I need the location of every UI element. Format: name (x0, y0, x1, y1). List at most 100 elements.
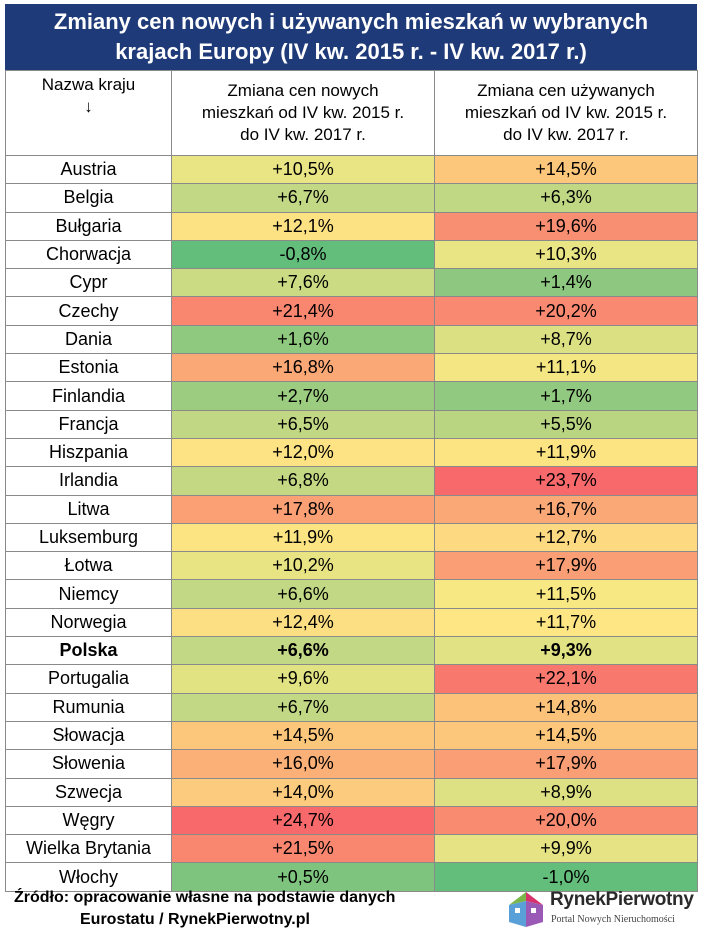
new-price-change-cell: +10,2% (171, 551, 435, 581)
country-cell: Austria (5, 154, 172, 185)
rynekpierwotny-logo: RynekPierwotny Portal Nowych Nieruchomoś… (506, 889, 696, 933)
used-price-change-cell: +1,7% (434, 381, 698, 411)
table-row: Finlandia +2,7% +1,7% (5, 381, 698, 411)
new-price-change-cell: +6,8% (171, 466, 435, 496)
new-price-change-cell: +14,0% (171, 777, 435, 807)
new-price-change-cell: +7,6% (171, 268, 435, 298)
country-cell: Litwa (5, 494, 172, 524)
table-row: Irlandia +6,8% +23,7% (5, 466, 698, 496)
header-country-label: Nazwa kraju (41, 75, 136, 94)
table-row: Dania +1,6% +8,7% (5, 324, 698, 355)
country-cell: Portugalia (5, 664, 172, 694)
source-line-2: Eurostatu / RynekPierwotny.pl (80, 911, 310, 928)
country-cell: Dania (5, 324, 172, 355)
table-row: Łotwa +10,2% +17,9% (5, 551, 698, 581)
page-title: Zmiany cen nowych i używanych mieszkań w… (5, 4, 697, 70)
new-price-change-cell: +1,6% (171, 324, 435, 355)
table-row: Słowenia +16,0% +17,9% (5, 749, 698, 779)
header-used-line: mieszkań od IV kw. 2015 r. (464, 103, 668, 122)
logo-tagline: Portal Nowych Nieruchomości (551, 914, 675, 925)
country-cell: Słowacja (5, 720, 172, 751)
country-cell: Czechy (5, 296, 172, 326)
used-price-change-cell: +9,9% (434, 834, 698, 864)
new-price-change-cell: +11,9% (171, 522, 435, 553)
used-price-change-cell: +1,4% (434, 268, 698, 298)
new-price-change-cell: +6,5% (171, 409, 435, 439)
used-price-change-cell: +23,7% (434, 466, 698, 496)
used-price-change-cell: +11,9% (434, 437, 698, 468)
country-cell: Wielka Brytania (5, 834, 172, 864)
country-cell: Słowenia (5, 749, 172, 779)
used-price-change-cell: +20,2% (434, 296, 698, 326)
header-row: Nazwa kraju ↓ Zmiana cen nowych mieszkań… (5, 70, 698, 156)
used-price-change-cell: +11,5% (434, 579, 698, 609)
table-row: Włochy +0,5% -1,0% (5, 862, 698, 892)
header-new-line: do IV kw. 2017 r. (240, 125, 366, 144)
new-price-change-cell: +0,5% (171, 862, 435, 892)
new-price-change-cell: +6,7% (171, 183, 435, 213)
country-cell: Polska (5, 636, 172, 666)
header-new-line: Zmiana cen nowych (227, 81, 379, 100)
used-price-change-cell: +5,5% (434, 409, 698, 439)
table-row: Węgry +24,7% +20,0% (5, 805, 698, 836)
country-cell: Luksemburg (5, 522, 172, 553)
country-cell: Estonia (5, 353, 172, 383)
house-logo-icon (509, 892, 543, 927)
table-row: Bułgaria +12,1% +19,6% (5, 211, 698, 241)
price-change-table: Nazwa kraju ↓ Zmiana cen nowych mieszkań… (5, 70, 698, 892)
source-line-1: Źródło: opracowanie własne na podstawie … (14, 889, 396, 906)
country-cell: Belgia (5, 183, 172, 213)
used-price-change-cell: +17,9% (434, 551, 698, 581)
country-cell: Bułgaria (5, 211, 172, 241)
used-price-change-cell: +11,1% (434, 353, 698, 383)
used-price-change-cell: +19,6% (434, 211, 698, 241)
used-price-change-cell: +20,0% (434, 805, 698, 836)
table-row: Chorwacja -0,8% +10,3% (5, 239, 698, 270)
used-price-change-cell: +16,7% (434, 494, 698, 524)
country-cell: Węgry (5, 805, 172, 836)
country-cell: Hiszpania (5, 437, 172, 468)
new-price-change-cell: +24,7% (171, 805, 435, 836)
used-price-change-cell: +11,7% (434, 607, 698, 638)
new-price-change-cell: +12,0% (171, 437, 435, 468)
used-price-change-cell: +8,7% (434, 324, 698, 355)
title-line-2: krajach Europy (IV kw. 2015 r. - IV kw. … (115, 39, 587, 64)
new-price-change-cell: +21,4% (171, 296, 435, 326)
table-row: Estonia +16,8% +11,1% (5, 353, 698, 383)
used-price-change-cell: +22,1% (434, 664, 698, 694)
new-price-change-cell: +16,8% (171, 353, 435, 383)
country-cell: Łotwa (5, 551, 172, 581)
new-price-change-cell: +12,1% (171, 211, 435, 241)
table-body: Austria +10,5% +14,5% Belgia +6,7% +6,3% Bułga… (5, 154, 698, 892)
new-price-change-cell: +6,6% (171, 636, 435, 666)
used-price-change-cell: +14,5% (434, 154, 698, 185)
source-note: Źródło: opracowanie własne na podstawie … (14, 887, 444, 931)
header-new-line: mieszkań od IV kw. 2015 r. (201, 103, 405, 122)
used-price-change-cell: +14,8% (434, 692, 698, 722)
title-line-1: Zmiany cen nowych i używanych mieszkań w… (53, 9, 649, 34)
new-price-change-cell: +2,7% (171, 381, 435, 411)
table-row: Belgia +6,7% +6,3% (5, 183, 698, 213)
new-price-change-cell: +9,6% (171, 664, 435, 694)
table-row: Cypr +7,6% +1,4% (5, 268, 698, 298)
table-row: Polska +6,6% +9,3% (5, 636, 698, 666)
table-row: Czechy +21,4% +20,2% (5, 296, 698, 326)
country-cell: Cypr (5, 268, 172, 298)
new-price-change-cell: +17,8% (171, 494, 435, 524)
table-row: Litwa +17,8% +16,7% (5, 494, 698, 524)
country-cell: Chorwacja (5, 239, 172, 270)
new-price-change-cell: +10,5% (171, 154, 435, 185)
header-used-line: Zmiana cen używanych (477, 81, 655, 100)
table-row: Portugalia +9,6% +22,1% (5, 664, 698, 694)
used-price-change-cell: +6,3% (434, 183, 698, 213)
table-row: Norwegia +12,4% +11,7% (5, 607, 698, 638)
country-cell: Irlandia (5, 466, 172, 496)
table-row: Słowacja +14,5% +14,5% (5, 720, 698, 751)
country-cell: Niemcy (5, 579, 172, 609)
header-new: Zmiana cen nowych mieszkań od IV kw. 201… (171, 70, 435, 156)
used-price-change-cell: +8,9% (434, 777, 698, 807)
table-row: Rumunia +6,7% +14,8% (5, 692, 698, 722)
header-used-line: do IV kw. 2017 r. (503, 125, 629, 144)
used-price-change-cell: +14,5% (434, 720, 698, 751)
used-price-change-cell: -1,0% (434, 862, 698, 892)
